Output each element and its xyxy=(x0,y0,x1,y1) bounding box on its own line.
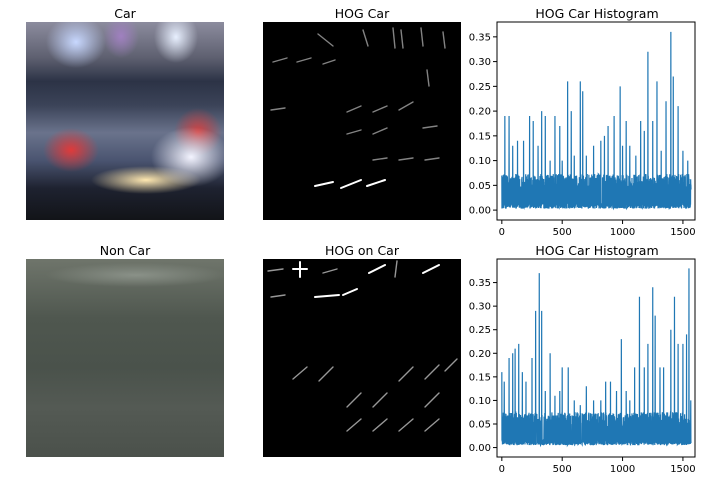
hog-car-image xyxy=(263,22,461,220)
y-tick-label: 0.05 xyxy=(469,420,491,431)
x-tick-label: 0 xyxy=(499,464,505,475)
histogram-1-title: HOG Car Histogram xyxy=(535,6,659,21)
x-tick-label: 1500 xyxy=(670,464,695,475)
y-tick-label: 0.20 xyxy=(469,107,491,118)
y-tick-label: 0.15 xyxy=(469,131,491,142)
noncar-image-title: Non Car xyxy=(99,243,151,258)
y-tick-label: 0.10 xyxy=(469,156,491,167)
y-tick-label: 0.25 xyxy=(469,82,491,93)
histogram-2-axes-frame xyxy=(496,258,696,458)
histogram-2-title: HOG Car Histogram xyxy=(535,243,659,258)
y-tick-label: 0.20 xyxy=(469,349,491,360)
hog-noncar-title: HOG on Car xyxy=(325,243,399,258)
x-tick-label: 0 xyxy=(499,227,505,238)
car-image xyxy=(26,22,224,220)
y-tick-label: 0.15 xyxy=(469,372,491,383)
x-tick-label: 1000 xyxy=(610,227,635,238)
y-tick-label: 0.30 xyxy=(469,302,491,313)
histogram-2-plot: 0 500 1000 1500 0.00 0.05 0.10 0.15 0.20 0.25 0.30… xyxy=(469,258,696,475)
hog-noncar-strokes xyxy=(267,260,458,432)
y-tick-label: 0.35 xyxy=(469,32,491,43)
noncar-image xyxy=(26,259,224,457)
x-tick-label: 1500 xyxy=(670,227,695,238)
y-tick-label: 0.00 xyxy=(469,443,491,454)
y-tick-label: 0.00 xyxy=(469,206,491,217)
histogram-1-plot: 0 500 1000 1500 0.00 0.05 0.10 0.15 0.20 0.25 0.30… xyxy=(469,21,696,238)
y-tick-label: 0.10 xyxy=(469,396,491,407)
histogram-2-series-line xyxy=(501,268,692,448)
y-tick-label: 0.25 xyxy=(469,325,491,336)
x-tick-label: 500 xyxy=(553,227,572,238)
car-image-title: Car xyxy=(114,6,136,21)
y-tick-label: 0.30 xyxy=(469,57,491,68)
hog-noncar-image xyxy=(263,259,461,457)
y-tick-label: 0.05 xyxy=(469,181,491,192)
y-tick-label: 0.35 xyxy=(469,278,491,289)
hog-car-title: HOG Car xyxy=(334,6,390,21)
histogram-1-axes-frame xyxy=(496,21,696,221)
x-tick-label: 500 xyxy=(553,464,572,475)
hog-car-strokes xyxy=(270,27,446,189)
x-tick-label: 1000 xyxy=(610,464,635,475)
histogram-1-series-line xyxy=(501,31,692,211)
